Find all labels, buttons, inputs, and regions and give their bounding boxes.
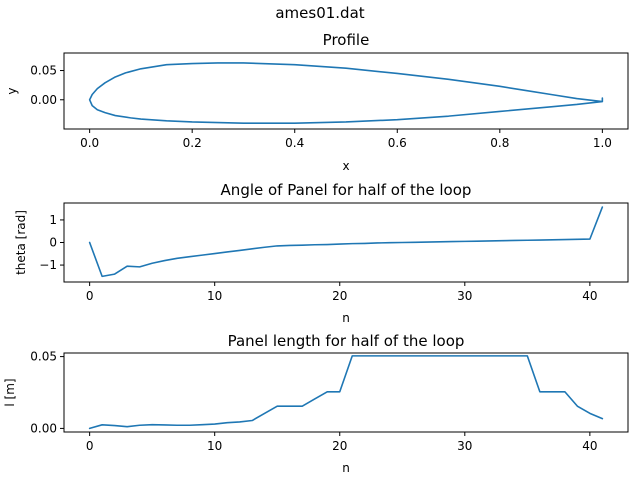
profile-title: Profile [323, 31, 370, 49]
profile-xtick-label: 0.6 [388, 136, 407, 150]
panel-length-plot: 0 10 20 30 40 0.00 0.05 Panel length for half o… [3, 332, 629, 475]
profile-series-line [88, 62, 604, 124]
panel-angle-ylabel: theta [rad] [14, 210, 28, 275]
panel-length-xlabel: n [342, 461, 350, 475]
profile-xtick-label: 0.8 [490, 136, 509, 150]
panel-angle-axes-frame [63, 202, 629, 283]
panel-length-ylabel: l [m] [3, 378, 17, 406]
panel-length-ytick-label: 0.00 [30, 421, 57, 435]
profile-xtick-label: 0.0 [80, 136, 99, 150]
panel-angle-xtick-label: 40 [582, 289, 597, 303]
panel-angle-xtick-label: 0 [86, 289, 94, 303]
profile-plot: 0.0 0.2 0.4 0.6 0.8 1.0 0.00 0.05 Profile x y [5, 31, 629, 173]
panel-angle-xtick-label: 30 [457, 289, 472, 303]
profile-xtick-label: 0.4 [285, 136, 304, 150]
panel-angle-title: Angle of Panel for half of the loop [221, 181, 472, 199]
profile-axes-frame [63, 52, 629, 130]
profile-xlabel: x [342, 159, 349, 173]
panel-angle-ytick-label: −1 [39, 258, 57, 272]
profile-ylabel: y [5, 87, 19, 94]
panel-length-xtick-label: 10 [207, 439, 222, 453]
panel-length-title: Panel length for half of the loop [228, 332, 465, 350]
panel-length-xtick-label: 30 [457, 439, 472, 453]
panel-angle-xtick-label: 10 [207, 289, 222, 303]
panel-angle-xtick-label: 20 [332, 289, 347, 303]
profile-ytick-label: 0.05 [30, 64, 57, 78]
panel-angle-xlabel: n [342, 311, 350, 325]
panel-angle-plot: 0 10 20 30 40 −1 0 1 Angle of Panel for half of … [14, 181, 629, 325]
figure-suptitle: ames01.dat [275, 4, 364, 22]
panel-length-series-line [88, 355, 604, 430]
panel-angle-series-line [88, 206, 604, 278]
profile-ytick-label: 0.00 [30, 93, 57, 107]
panel-length-xtick-label: 20 [332, 439, 347, 453]
profile-xtick-label: 0.2 [183, 136, 202, 150]
profile-xtick-label: 1.0 [593, 136, 612, 150]
panel-length-xtick-label: 0 [86, 439, 94, 453]
panel-length-xtick-label: 40 [582, 439, 597, 453]
panel-angle-ytick-label: 1 [49, 213, 57, 227]
panel-length-axes-frame [63, 352, 629, 433]
panel-length-ytick-label: 0.05 [30, 350, 57, 364]
panel-angle-ytick-label: 0 [49, 236, 57, 250]
